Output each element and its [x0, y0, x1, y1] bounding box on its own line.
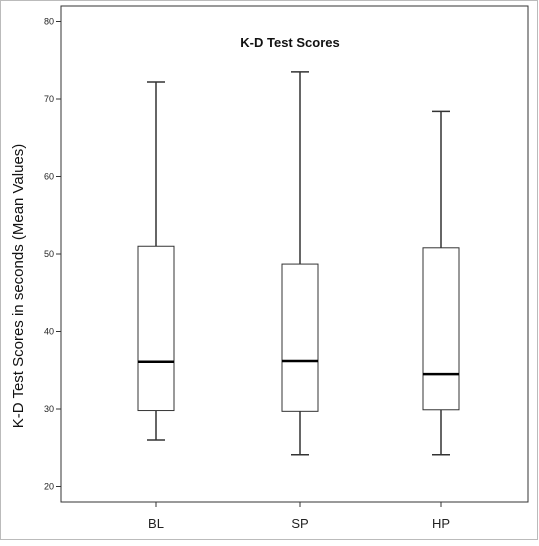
chart-title: K-D Test Scores — [240, 35, 339, 50]
y-tick-label: 30 — [44, 404, 54, 414]
box-bl — [137, 81, 175, 441]
y-tick-label: 50 — [44, 249, 54, 259]
y-tick-label: 80 — [44, 17, 54, 27]
x-tick-label: BL — [148, 516, 164, 531]
box-sp — [281, 71, 319, 456]
iqr-box — [137, 245, 175, 412]
y-tick-label: 70 — [44, 94, 54, 104]
y-tick-label: 40 — [44, 327, 54, 337]
iqr-box — [422, 247, 460, 411]
box-hp — [422, 110, 460, 456]
y-tick-label: 60 — [44, 172, 54, 182]
y-axis-label: K-D Test Scores in seconds (Mean Values) — [10, 144, 27, 429]
x-tick-label: SP — [291, 516, 308, 531]
y-tick-label: 20 — [44, 482, 54, 492]
boxplot-boxes — [137, 71, 460, 456]
iqr-box — [281, 263, 319, 412]
x-tick-label: HP — [432, 516, 450, 531]
x-axis-ticks: BL SP HP — [148, 502, 450, 531]
y-axis-ticks: 20 30 40 50 60 70 80 — [44, 17, 61, 492]
